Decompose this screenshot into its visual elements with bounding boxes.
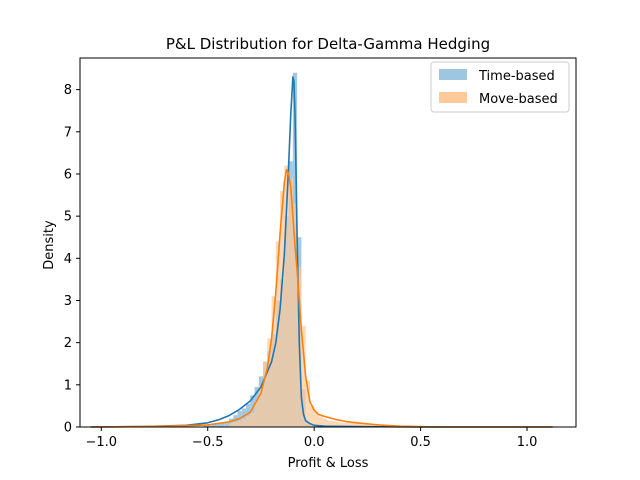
y-tick-label: 3: [64, 294, 72, 309]
x-axis-title: Profit & Loss: [288, 456, 369, 471]
histogram-bar: [292, 203, 298, 427]
histogram-bar: [237, 420, 242, 427]
histogram-bar: [318, 416, 323, 427]
x-tick-label: 0.5: [410, 435, 431, 450]
histogram-bar: [258, 384, 264, 427]
histogram-bar: [280, 190, 285, 427]
x-tick-label: −1.0: [85, 435, 117, 450]
histogram-bar: [241, 418, 247, 427]
legend-label-time-based: Time-based: [478, 69, 555, 84]
histogram-bar: [309, 405, 315, 427]
histogram-bar: [360, 423, 366, 427]
legend-swatch-time-based: [439, 69, 467, 80]
chart-title: P&L Distribution for Delta-Gamma Hedging: [166, 35, 490, 53]
histogram-bar: [220, 422, 225, 427]
histogram-bar: [322, 418, 327, 427]
y-tick-label: 1: [64, 378, 72, 393]
histogram-bar: [314, 412, 319, 427]
histogram-bar: [305, 380, 310, 427]
histogram-bar: [348, 423, 353, 427]
histogram-bar: [246, 416, 251, 427]
histogram-bar: [233, 421, 238, 427]
legend-label-move-based: Move-based: [479, 92, 558, 107]
histogram-bar: [343, 422, 349, 427]
histogram-bar: [271, 296, 276, 427]
histogram-bar: [352, 423, 357, 427]
histogram-bar: [216, 423, 221, 427]
histogram-bar: [203, 425, 208, 427]
histogram-bar: [254, 401, 259, 427]
histogram-bar: [331, 421, 336, 427]
histogram-bar: [211, 424, 217, 427]
histogram-bar: [288, 178, 293, 427]
histogram-bar: [224, 421, 230, 427]
histogram-bar: [233, 415, 238, 427]
x-tick-label: −0.5: [192, 435, 224, 450]
x-axis: −1.0 −0.5 0.0 0.5 1.0: [85, 427, 537, 450]
y-tick-label: 4: [64, 252, 72, 267]
histogram-bar: [246, 403, 251, 427]
histogram-bar: [356, 422, 361, 427]
histogram-bar: [335, 421, 340, 427]
y-tick-label: 6: [64, 167, 72, 182]
x-tick-label: 0.0: [304, 435, 325, 450]
histogram-bar: [229, 422, 234, 427]
histogram-bar: [207, 425, 212, 427]
y-tick-label: 7: [64, 125, 72, 140]
legend: Time-based Move-based: [430, 61, 570, 113]
kde-line-series-0: [90, 76, 553, 428]
histogram-bar: [241, 408, 247, 427]
histogram-bar: [284, 165, 289, 427]
legend-swatch-move-based: [439, 92, 467, 103]
histogram-bar: [250, 395, 255, 427]
histogram-bar: [229, 418, 234, 427]
y-axis-title: Density: [42, 220, 57, 270]
histogram-bar: [275, 241, 281, 427]
y-tick-label: 2: [64, 336, 72, 351]
kde-line-series-1: [90, 168, 553, 428]
histogram-bar: [267, 338, 272, 427]
histogram-bar: [339, 422, 344, 427]
plot-frame: [79, 57, 577, 428]
histogram-bar: [250, 412, 255, 427]
histogram-bar: [263, 361, 268, 427]
kde-curves: [90, 76, 553, 428]
histogram-bar: [365, 424, 370, 427]
histogram-bar: [326, 420, 332, 427]
y-tick-label: 5: [64, 210, 72, 225]
y-tick-label: 0: [64, 421, 72, 436]
x-tick-label: 1.0: [517, 435, 538, 450]
y-axis: 0 1 2 3 4 5 6 7 8: [64, 83, 80, 436]
y-tick-label: 8: [64, 83, 72, 98]
histogram-bar: [301, 325, 306, 427]
